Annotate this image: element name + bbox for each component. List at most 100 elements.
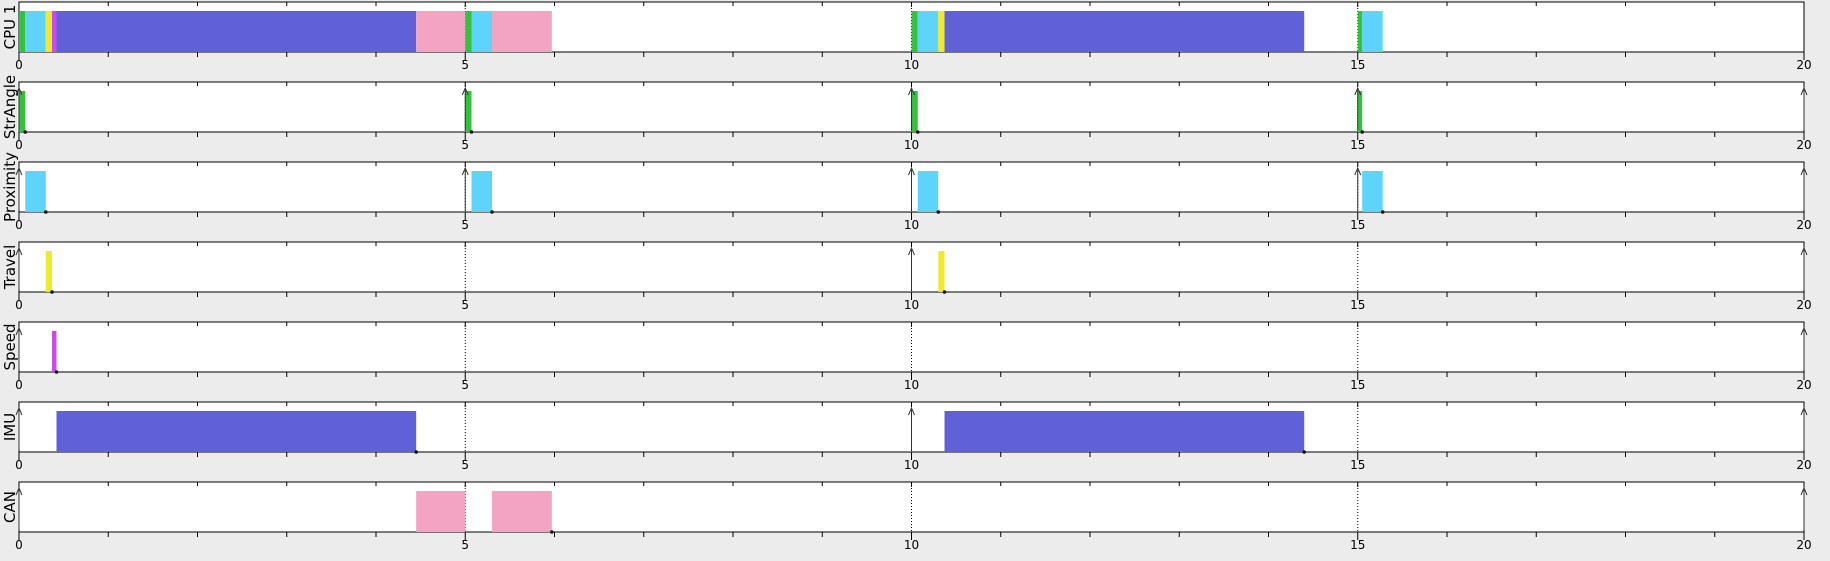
arrival-arrowhead [1354, 166, 1362, 176]
tick-label: 0 [15, 218, 23, 232]
tick-label: 15 [1350, 538, 1365, 552]
bar-strangle [465, 91, 472, 132]
bar-imu [944, 11, 1305, 52]
lane-label: Travel [1, 245, 19, 291]
completion-dot [936, 210, 941, 214]
bar-travel [938, 11, 945, 52]
completion-dot [414, 450, 418, 454]
completion-dot [942, 290, 947, 294]
completion-dot [23, 130, 28, 134]
bar-strangle [19, 91, 26, 132]
arrival-arrowhead [1800, 326, 1808, 336]
bar-proximity [25, 171, 46, 212]
bar-strangle [19, 11, 26, 52]
bar-proximity [917, 171, 939, 212]
arrival-arrowhead [461, 86, 469, 96]
bar-strangle [911, 11, 918, 52]
bar-strangle [465, 11, 472, 52]
lane-can: 0 5 10 15 20 CAN [1, 481, 1812, 552]
arrival-arrowhead [1800, 246, 1808, 256]
completion-dot [550, 530, 554, 534]
completion-dot [1380, 210, 1385, 214]
completion-dot [50, 290, 54, 294]
arrival-arrowhead [1800, 486, 1808, 496]
arrival-arrowhead [15, 86, 23, 96]
bar-travel [45, 251, 53, 292]
arrival-arrowhead [908, 246, 915, 256]
arrival-arrowhead [15, 406, 23, 416]
completion-dot [43, 210, 48, 214]
tick-label: 20 [1796, 58, 1811, 72]
bar-travel [938, 251, 945, 292]
lane-label: IMU [1, 413, 19, 441]
bar-imu [56, 11, 417, 52]
bar-proximity [25, 11, 46, 52]
bar-proximity [1362, 11, 1383, 52]
bar-proximity [1362, 171, 1383, 212]
completion-dot [54, 370, 59, 374]
completion-dot [915, 130, 920, 134]
tick-label: 20 [1796, 298, 1811, 312]
bar-speed [52, 331, 57, 372]
completion-dot [469, 130, 474, 134]
arrival-arrowhead [908, 166, 915, 176]
tick-label: 15 [1350, 298, 1365, 312]
tick-label: 10 [904, 218, 919, 232]
tick-label: 20 [1796, 458, 1811, 472]
tick-label: 10 [904, 58, 919, 72]
bar-can [416, 491, 466, 532]
arrival-arrowhead [15, 166, 23, 176]
lane-label: StrAngle [1, 75, 19, 139]
tick-label: 0 [15, 298, 23, 312]
arrival-arrowhead [908, 86, 915, 96]
lane-cpu-1: 0 5 10 15 20 CPU 1 [1, 1, 1812, 72]
lane-travel: 0 5 10 15 20 Travel [1, 241, 1812, 312]
bar-imu [944, 411, 1305, 452]
tick-label: 20 [1796, 378, 1811, 392]
lane-label: Speed [1, 323, 19, 370]
tick-label: 0 [15, 58, 23, 72]
arrival-arrowhead [1354, 86, 1362, 96]
tick-label: 20 [1796, 138, 1811, 152]
arrival-arrowhead [908, 406, 915, 416]
arrival-arrowhead [461, 166, 469, 176]
tick-label: 10 [904, 138, 919, 152]
arrival-arrowhead [1800, 86, 1808, 96]
bar-proximity [471, 171, 493, 212]
tick-label: 0 [15, 138, 23, 152]
tick-label: 5 [461, 298, 469, 312]
lane-speed: 0 5 10 15 20 Speed [1, 321, 1812, 392]
lane-label: Proximity [1, 152, 19, 222]
bar-imu [56, 411, 417, 452]
tick-label: 5 [461, 58, 469, 72]
tick-label: 0 [15, 538, 23, 552]
bar-proximity [471, 11, 493, 52]
tick-label: 5 [461, 458, 469, 472]
bar-proximity [917, 11, 939, 52]
completion-dot [490, 210, 494, 214]
lane-label: CAN [1, 491, 19, 523]
tick-label: 15 [1350, 138, 1365, 152]
tick-label: 5 [461, 218, 469, 232]
tick-label: 20 [1796, 218, 1811, 232]
arrival-arrowhead [1800, 166, 1808, 176]
bar-can [416, 11, 466, 52]
tick-label: 5 [461, 138, 469, 152]
bar-travel [45, 11, 53, 52]
tick-label: 0 [15, 458, 23, 472]
arrival-arrowhead [15, 486, 23, 496]
lane-proximity: 0 5 10 15 20 Proximity [1, 152, 1812, 232]
arrival-arrowhead [15, 246, 23, 256]
tick-label: 10 [904, 298, 919, 312]
tick-label: 15 [1350, 218, 1365, 232]
tick-label: 20 [1796, 538, 1811, 552]
tick-label: 10 [904, 378, 919, 392]
completion-dot [1360, 130, 1365, 134]
completion-dot [1302, 450, 1306, 454]
bar-speed [52, 11, 57, 52]
tick-label: 10 [904, 458, 919, 472]
tick-label: 5 [461, 378, 469, 392]
bar-strangle [1357, 11, 1363, 52]
